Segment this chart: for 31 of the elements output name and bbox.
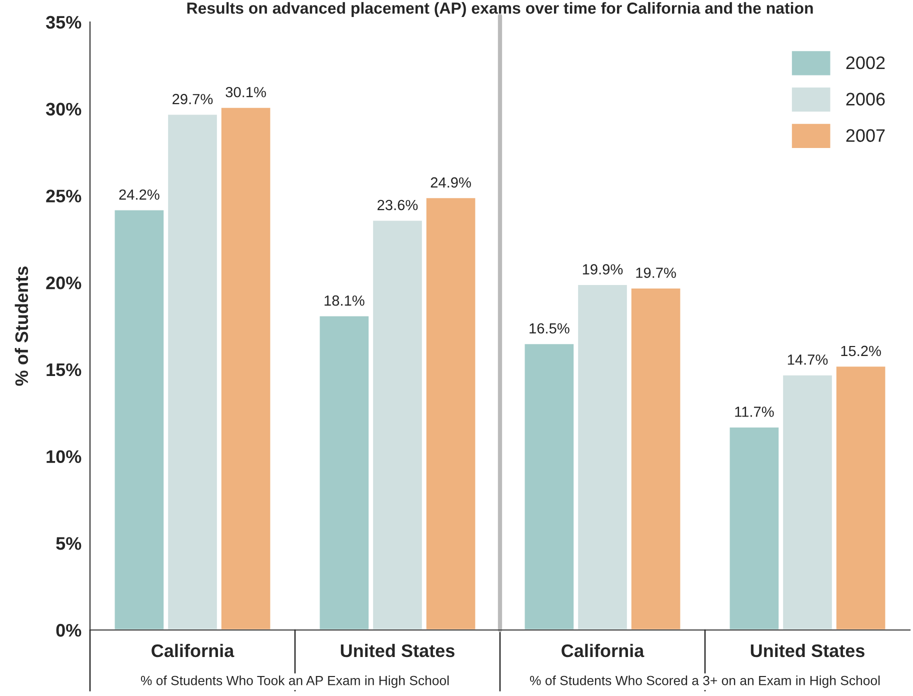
- y-tick-label: 5%: [56, 537, 82, 550]
- x-tick-label: United States: [340, 644, 454, 658]
- y-tick-label: 10%: [46, 450, 82, 464]
- y-tick-label: 25%: [46, 190, 82, 202]
- y-tick-label: 20%: [46, 276, 82, 290]
- text: 24.9%: [430, 177, 471, 188]
- text: 15.2%: [841, 346, 881, 356]
- text: 19.9%: [582, 264, 623, 274]
- text: 19.7%: [636, 268, 676, 278]
- x-tick-label: California: [152, 644, 234, 658]
- y-tick-label: 35%: [46, 16, 82, 29]
- text: 29.7%: [172, 94, 213, 104]
- text: 14.7%: [788, 354, 828, 365]
- text: 18.1%: [324, 295, 364, 306]
- y-tick-label: 15%: [46, 363, 82, 376]
- text: 23.6%: [378, 200, 418, 210]
- text: 16.5%: [530, 323, 570, 334]
- x-tick-label: United States: [750, 644, 864, 658]
- text: 11.7%: [735, 406, 774, 417]
- text: % of Students Who Scored a 3+ on an Exam in High School: [530, 676, 880, 688]
- legend-label: 2002: [846, 56, 885, 70]
- y-tick-label: 30%: [46, 102, 82, 116]
- text: 30.1%: [226, 86, 266, 98]
- y-axis-title: % of Students: [14, 266, 28, 386]
- legend-label: 2006: [846, 92, 885, 106]
- y-tick-label: 0%: [56, 624, 82, 637]
- text: % of Students Who Took an AP Exam in High School: [140, 676, 449, 688]
- text: 24.2%: [119, 189, 160, 200]
- x-tick-label: California: [562, 644, 644, 658]
- chart-title: Results on advanced placement (AP) exams over time for California and the nation: [187, 2, 813, 17]
- legend-label: 2007: [846, 129, 885, 142]
